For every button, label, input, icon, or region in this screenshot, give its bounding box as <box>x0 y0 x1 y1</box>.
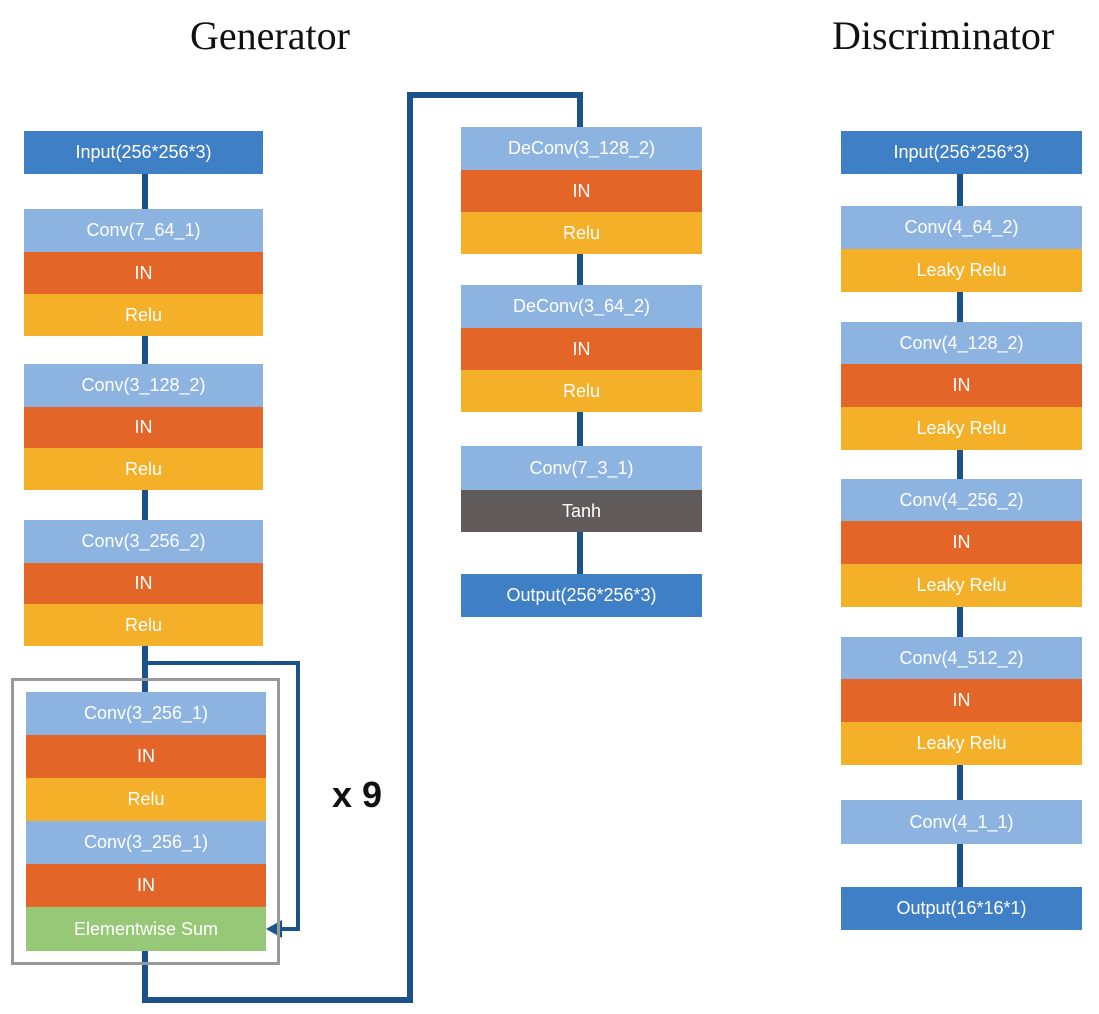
gen-conv-block: Conv(3_256_2) <box>24 520 263 563</box>
res-conv-block: Conv(3_256_1) <box>26 821 266 864</box>
gen-in-block: IN <box>461 170 702 212</box>
gen-conv-block: Conv(7_3_1) <box>461 446 702 490</box>
discriminator-title: Discriminator <box>832 13 1055 58</box>
gen-conv-block: Conv(7_64_1) <box>24 209 263 252</box>
disc-in-block: IN <box>841 364 1082 407</box>
disc-conv-block: Conv(4_64_2) <box>841 206 1082 249</box>
res-conv-block: Conv(3_256_1) <box>26 692 266 735</box>
res-in-block: IN <box>26 735 266 778</box>
disc-leaky-relu-block: Leaky Relu <box>841 407 1082 450</box>
disc-output-block: Output(16*16*1) <box>841 887 1082 930</box>
gen-relu-block: Relu <box>24 604 263 646</box>
disc-leaky-relu-block: Leaky Relu <box>841 564 1082 607</box>
gen-deconv-block: DeConv(3_128_2) <box>461 127 702 170</box>
disc-in-block: IN <box>841 679 1082 722</box>
gen-relu-block: Relu <box>461 212 702 254</box>
disc-leaky-relu-block: Leaky Relu <box>841 722 1082 765</box>
disc-leaky-relu-block: Leaky Relu <box>841 249 1082 292</box>
gen-in-block: IN <box>24 252 263 294</box>
res-relu-block: Relu <box>26 778 266 821</box>
residual-block-frame <box>11 678 280 965</box>
repeat-count-label: x 9 <box>332 774 383 815</box>
gen-output-block: Output(256*256*3) <box>461 574 702 617</box>
res-in-block: IN <box>26 864 266 907</box>
disc-conv-block: Conv(4_512_2) <box>841 637 1082 679</box>
gen-in-block: IN <box>461 328 702 370</box>
residual-to-decoder-line <box>142 92 583 1003</box>
disc-conv-block: Conv(4_1_1) <box>841 800 1082 844</box>
gen-in-block: IN <box>24 563 263 604</box>
gen-relu-block: Relu <box>461 370 702 412</box>
res-elementwise-sum-block: Elementwise Sum <box>26 907 266 951</box>
disc-conv-block: Conv(4_128_2) <box>841 322 1082 364</box>
disc-input-block: Input(256*256*3) <box>841 131 1082 174</box>
gen-tanh-block: Tanh <box>461 490 702 532</box>
gen-relu-block: Relu <box>24 448 263 490</box>
gen-deconv-block: DeConv(3_64_2) <box>461 285 702 328</box>
gen-input-block: Input(256*256*3) <box>24 131 263 174</box>
generator-title: Generator <box>190 13 350 58</box>
gen-relu-block: Relu <box>24 294 263 336</box>
disc-conv-block: Conv(4_256_2) <box>841 479 1082 521</box>
skip-connection-line <box>145 661 300 931</box>
gen-conv-block: Conv(3_128_2) <box>24 364 263 407</box>
disc-in-block: IN <box>841 521 1082 564</box>
gen-in-block: IN <box>24 407 263 448</box>
